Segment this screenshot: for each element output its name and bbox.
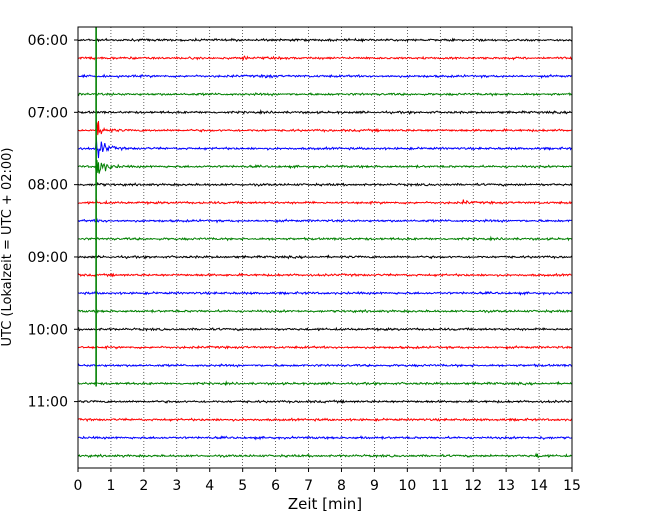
x-tick-label: 10 [398, 478, 416, 494]
y-tick-label: 07:00 [28, 105, 68, 121]
trace-6 [77, 136, 573, 159]
x-axis-ticks: 0 1 2 3 4 5 6 7 8 9 10 11 12 13 14 15 [74, 468, 581, 494]
trace-17 [77, 344, 573, 351]
trace-13 [77, 272, 573, 278]
y-tick-label: 11:00 [28, 395, 68, 411]
x-tick-label: 0 [74, 478, 83, 494]
x-axis-label: Zeit [min] [288, 495, 362, 513]
x-tick-label: 15 [563, 478, 581, 494]
trace-21 [77, 417, 573, 423]
trace-11 [77, 235, 573, 242]
trace-15 [77, 308, 573, 314]
trace-19 [77, 380, 573, 387]
x-tick-label: 14 [530, 478, 548, 494]
trace-4 [77, 108, 573, 115]
x-tick-label: 1 [106, 478, 115, 494]
trace-16 [77, 326, 573, 332]
x-tick-label: 6 [271, 478, 280, 494]
trace-18 [77, 363, 573, 368]
y-tick-label: 08:00 [28, 178, 68, 194]
x-tick-label: 11 [431, 478, 449, 494]
trace-7 [77, 160, 573, 175]
trace-22 [77, 435, 573, 441]
trace-1 [77, 55, 573, 61]
trace-3 [77, 91, 573, 97]
x-tick-label: 2 [139, 478, 148, 494]
trace-2 [77, 73, 573, 79]
x-tick-label: 7 [304, 478, 313, 494]
y-tick-label: 10:00 [28, 322, 68, 338]
x-tick-label: 4 [205, 478, 214, 494]
x-tick-label: 12 [464, 478, 482, 494]
y-tick-label: 06:00 [28, 33, 68, 49]
plot-border [77, 26, 573, 469]
y-axis-ticks: 06:00 07:00 08:00 09:00 10:00 11:00 [28, 33, 78, 411]
trace-23 [77, 452, 573, 459]
plot-area [78, 27, 572, 468]
trace-5 [77, 121, 573, 136]
x-tick-label: 13 [497, 478, 515, 494]
x-tick-label: 8 [337, 478, 346, 494]
x-tick-label: 3 [172, 478, 181, 494]
trace-10 [77, 217, 573, 224]
seismic-traces [77, 37, 573, 459]
y-axis-label: UTC (Lokalzeit = UTC + 02:00) [0, 148, 15, 347]
trace-8 [77, 181, 573, 188]
x-tick-label: 9 [370, 478, 379, 494]
trace-12 [77, 254, 573, 260]
y-tick-label: 09:00 [28, 250, 68, 266]
trace-0 [77, 37, 573, 43]
trace-9 [77, 197, 573, 206]
trace-14 [77, 290, 573, 296]
trace-20 [77, 399, 573, 405]
x-tick-label: 5 [238, 478, 247, 494]
